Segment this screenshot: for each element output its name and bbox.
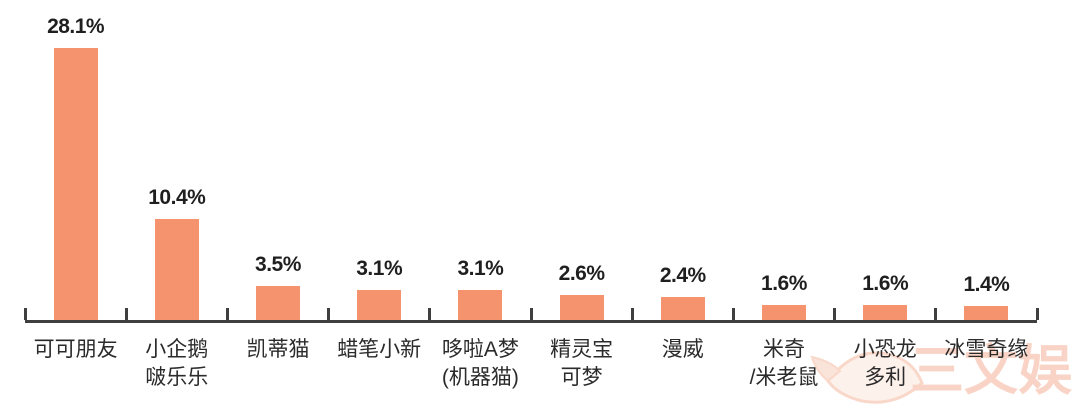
category-slot: 10.4% 小企鹅啵乐乐	[126, 0, 227, 405]
bar	[154, 219, 199, 320]
category-label: 凯蒂猫	[227, 336, 328, 364]
category-slot: 28.1% 可可朋友	[25, 0, 126, 405]
category-label-line: /米老鼠	[749, 366, 819, 389]
x-axis-tick	[833, 308, 837, 320]
x-axis-tick	[529, 308, 533, 320]
category-label-line: 可梦	[560, 366, 603, 389]
category-label-line: 哆啦A梦	[441, 338, 519, 361]
category-label-line: 啵乐乐	[145, 366, 209, 389]
category-label-line: 蜡笔小新	[337, 338, 422, 361]
category-label: 小恐龙 多利	[835, 336, 936, 392]
category-label-line: 漫威	[661, 338, 704, 361]
x-axis-tick	[731, 308, 735, 320]
bar	[660, 296, 705, 320]
bar	[53, 48, 98, 320]
category-slot: 3.1% 哆啦A梦 (机器猫)	[430, 0, 531, 405]
bar	[458, 290, 503, 320]
category-label: 米奇/米老鼠	[733, 336, 834, 392]
category-label-line: 凯蒂猫	[246, 338, 310, 361]
x-axis-tick	[124, 308, 128, 320]
category-label-line: 小企鹅	[145, 338, 209, 361]
bar-value-label: 3.5%	[255, 253, 301, 277]
category-label: 哆啦A梦 (机器猫)	[430, 336, 531, 392]
x-axis-line	[25, 320, 1037, 323]
category-label: 冰雪奇缘	[936, 336, 1037, 364]
bar	[761, 304, 806, 320]
bar	[964, 306, 1009, 320]
bar-value-label: 2.4%	[659, 263, 706, 287]
x-axis-tick	[225, 308, 229, 320]
bar-value-label: 1.4%	[963, 273, 1010, 297]
x-axis-tick	[934, 308, 938, 320]
x-axis-tick	[428, 308, 432, 320]
category-label-line: 精灵宝	[550, 338, 614, 361]
bar-value-label: 3.1%	[457, 257, 504, 281]
bar-value-label: 10.4%	[148, 186, 206, 210]
bar-value-label: 1.6%	[862, 271, 909, 295]
category-label: 可可朋友	[25, 336, 126, 364]
category-label: 蜡笔小新	[329, 336, 430, 364]
x-axis-tick	[327, 308, 331, 320]
category-label-line: 小恐龙	[853, 338, 917, 361]
category-label: 小企鹅 啵乐乐	[126, 336, 227, 392]
bar	[255, 286, 300, 320]
category-label-line: 米奇	[762, 338, 805, 361]
category-slot: 2.4% 漫威	[632, 0, 733, 405]
category-slot: 2.6% 精灵宝可梦	[531, 0, 632, 405]
bar-value-label: 1.6%	[761, 271, 807, 295]
category-label: 漫威	[632, 336, 733, 364]
category-label-line: (机器猫)	[441, 366, 519, 389]
category-slot: 3.1% 蜡笔小新	[329, 0, 430, 405]
bar-value-label: 3.1%	[356, 257, 403, 281]
x-axis-tick	[1035, 308, 1039, 320]
category-label-line: 多利	[864, 366, 907, 389]
bar-value-label: 2.6%	[558, 261, 605, 285]
category-slot: 1.6% 小恐龙多利	[835, 0, 936, 405]
bar	[357, 290, 402, 320]
bar-value-label: 28.1%	[47, 15, 105, 39]
bar	[559, 294, 604, 320]
category-label-line: 可可朋友	[33, 338, 118, 361]
x-axis-tick	[23, 308, 27, 320]
category-slot: 3.5% 凯蒂猫	[227, 0, 328, 405]
bar	[863, 304, 908, 320]
category-slot: 1.4% 冰雪奇缘	[936, 0, 1037, 405]
category-label: 精灵宝 可梦	[531, 336, 632, 392]
category-slot: 1.6% 米奇/米老鼠	[733, 0, 834, 405]
x-axis-tick	[630, 308, 634, 320]
category-label-line: 冰雪奇缘	[944, 338, 1029, 361]
